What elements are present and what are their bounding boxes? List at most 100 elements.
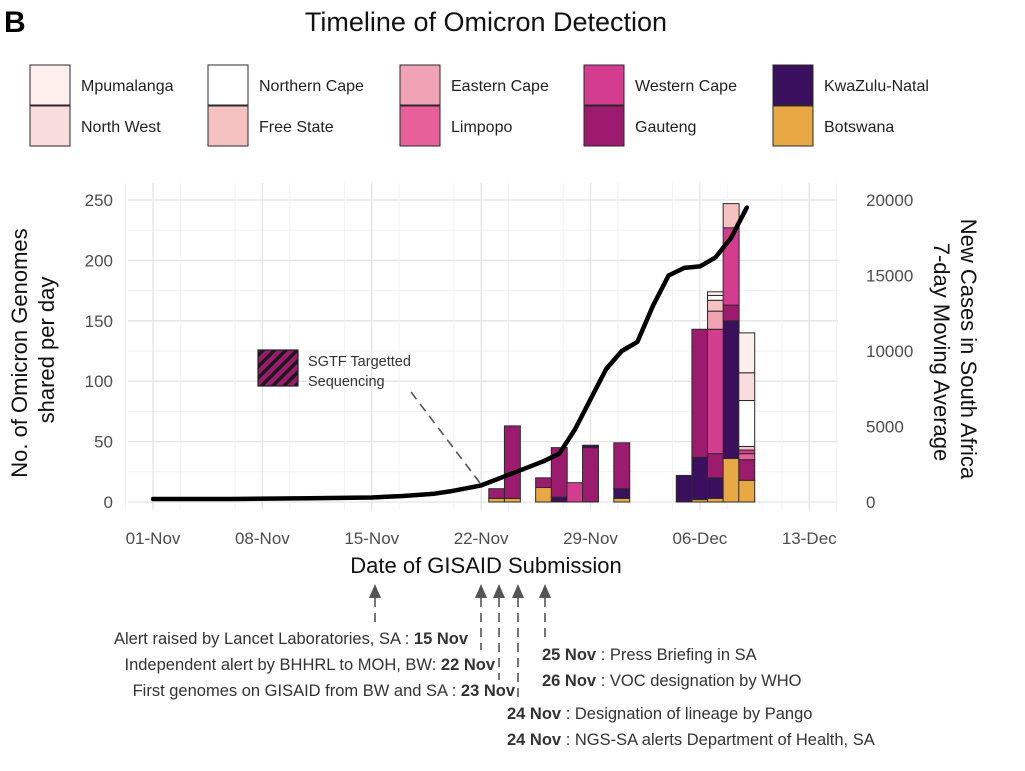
cases-moving-average-line xyxy=(150,205,750,502)
bar-segment-northern-cape xyxy=(707,294,724,301)
bar-segment-limpopo xyxy=(738,453,756,461)
legend-label: Free State xyxy=(259,119,334,136)
y2-tick-label: 5000 xyxy=(866,418,904,437)
bar-segment-free-state xyxy=(738,445,756,451)
legend-item-mpumalanga: Mpumalanga xyxy=(29,64,174,106)
legend-swatch xyxy=(207,105,249,147)
note-pango-lineage: 24 Nov : Designation of lineage by Pango xyxy=(507,705,812,723)
note-voc-designation: 26 Nov : VOC designation by WHO xyxy=(542,672,802,690)
bar-segment-botswana xyxy=(535,487,553,503)
bar-segment-north-west xyxy=(738,372,756,402)
y-tick-label: 0 xyxy=(104,493,113,512)
bars-layer xyxy=(488,203,756,503)
bar-segment-kwazulu-natal xyxy=(691,456,709,501)
bar-segment-kwazulu-natal xyxy=(722,320,740,460)
bar-segment-western-cape xyxy=(707,328,724,455)
bar-segment-northern-cape xyxy=(738,400,756,447)
panel-label: B xyxy=(4,6,26,39)
bar-segment-kwazulu-natal xyxy=(613,488,631,499)
legend-item-northern-cape: Northern Cape xyxy=(207,64,364,106)
legend-swatch xyxy=(29,64,71,106)
bar-segment-gauteng xyxy=(488,488,506,499)
bar-segment-gauteng xyxy=(738,459,756,481)
x-tick-label: 08-Nov xyxy=(235,529,290,548)
legend-item-north-west: North West xyxy=(29,105,161,147)
x-axis-ticks: 01-Nov 08-Nov 15-Nov 22-Nov 29-Nov 06-Dec 13-D… xyxy=(126,529,838,548)
x-tick-label: 22-Nov xyxy=(454,529,509,548)
legend-swatch xyxy=(583,64,625,106)
legend: Mpumalanga North West Northern Cape Free St… xyxy=(29,64,929,147)
legend-swatch xyxy=(399,64,441,106)
legend-swatch xyxy=(583,105,625,147)
legend-swatch xyxy=(772,105,814,147)
y-axis-ticks: 0 50 100 150 200 250 xyxy=(85,191,113,512)
bar-segment-botswana xyxy=(503,497,521,503)
bar-segment-gauteng xyxy=(722,304,740,322)
legend-label: North West xyxy=(81,119,161,136)
bar-segment-mpumalanga xyxy=(707,291,724,296)
y-axis-title: No. of Omicron Genomes shared per day xyxy=(7,222,59,478)
x-tick-label: 29-Nov xyxy=(563,529,618,548)
bar-segment-kwazulu-natal xyxy=(675,474,693,503)
y2-axis-ticks: 0 5000 10000 15000 20000 xyxy=(866,191,913,512)
sgtf-pointer xyxy=(410,391,481,484)
timeline-arrowheads xyxy=(369,584,551,598)
legend-label: Limpopo xyxy=(451,119,512,136)
legend-item-gauteng: Gauteng xyxy=(583,105,696,147)
legend-item-kwazulu-natal: KwaZulu-Natal xyxy=(772,64,929,106)
x-tick-label: 13-Dec xyxy=(782,529,837,548)
y2-tick-label: 10000 xyxy=(866,342,913,361)
note-first-genomes: First genomes on GISAID from BW and SA :… xyxy=(133,682,516,700)
timeline-arrows xyxy=(374,598,546,700)
legend-swatch xyxy=(29,105,71,147)
y-tick-label: 100 xyxy=(85,372,113,391)
y2-axis-title: New Cases in South Africa 7-day Moving A… xyxy=(929,219,981,486)
y-tick-label: 50 xyxy=(94,433,113,452)
bar-segment-botswana xyxy=(488,497,506,503)
legend-label: Western Cape xyxy=(635,78,737,95)
bar-segment-kwazulu-natal xyxy=(550,496,568,503)
legend-label: Gauteng xyxy=(635,119,696,136)
bar-segment-free-state xyxy=(722,203,740,229)
legend-item-botswana: Botswana xyxy=(772,105,894,147)
bar-segment-botswana xyxy=(707,497,724,503)
bar-segment-gauteng xyxy=(550,447,568,498)
sgtf-hatch-swatch xyxy=(257,349,299,387)
legend-label: Botswana xyxy=(824,119,894,136)
bar-segment-western-cape xyxy=(566,482,584,503)
note-press-briefing: 25 Nov : Press Briefing in SA xyxy=(542,646,757,664)
legend-swatch xyxy=(399,105,441,147)
bar-segment-eastern-cape xyxy=(707,310,724,330)
legend-label: Eastern Cape xyxy=(451,78,549,95)
y2-tick-label: 15000 xyxy=(866,267,913,286)
legend-label: Northern Cape xyxy=(259,78,364,95)
y-tick-label: 250 xyxy=(85,191,113,210)
chart-title: Timeline of Omicron Detection xyxy=(305,7,667,37)
bar-segment-gauteng xyxy=(582,447,599,503)
legend-label: Mpumalanga xyxy=(81,78,174,95)
bar-segment-gauteng xyxy=(503,425,521,499)
bar-segment-gauteng xyxy=(613,442,631,490)
bar-segment-kwazulu-natal xyxy=(582,444,599,449)
bar-segment-gauteng xyxy=(707,453,724,479)
note-lancet-alert: Alert raised by Lancet Laboratories, SA … xyxy=(114,630,469,648)
bar-segment-botswana xyxy=(722,458,740,503)
legend-item-limpopo: Limpopo xyxy=(399,105,512,147)
y-tick-label: 200 xyxy=(85,251,113,270)
x-tick-label: 15-Nov xyxy=(344,529,399,548)
y2-tick-label: 0 xyxy=(866,493,875,512)
bar-segment-botswana xyxy=(613,497,631,503)
bar-segment-mpumalanga xyxy=(738,332,756,374)
bar-segment-free-state xyxy=(707,299,724,312)
y-tick-label: 150 xyxy=(85,312,113,331)
y2-tick-label: 20000 xyxy=(866,191,913,210)
bar-segment-western-cape xyxy=(738,449,756,455)
legend-item-eastern-cape: Eastern Cape xyxy=(399,64,549,106)
bar-segment-kwazulu-natal xyxy=(707,477,724,499)
bar-segment-botswana xyxy=(738,479,756,503)
x-tick-label: 06-Dec xyxy=(672,529,727,548)
sgtf-label: SGTF Targetted Sequencing xyxy=(308,354,415,390)
x-axis-title: Date of GISAID Submission xyxy=(350,553,621,578)
legend-swatch xyxy=(207,64,249,106)
